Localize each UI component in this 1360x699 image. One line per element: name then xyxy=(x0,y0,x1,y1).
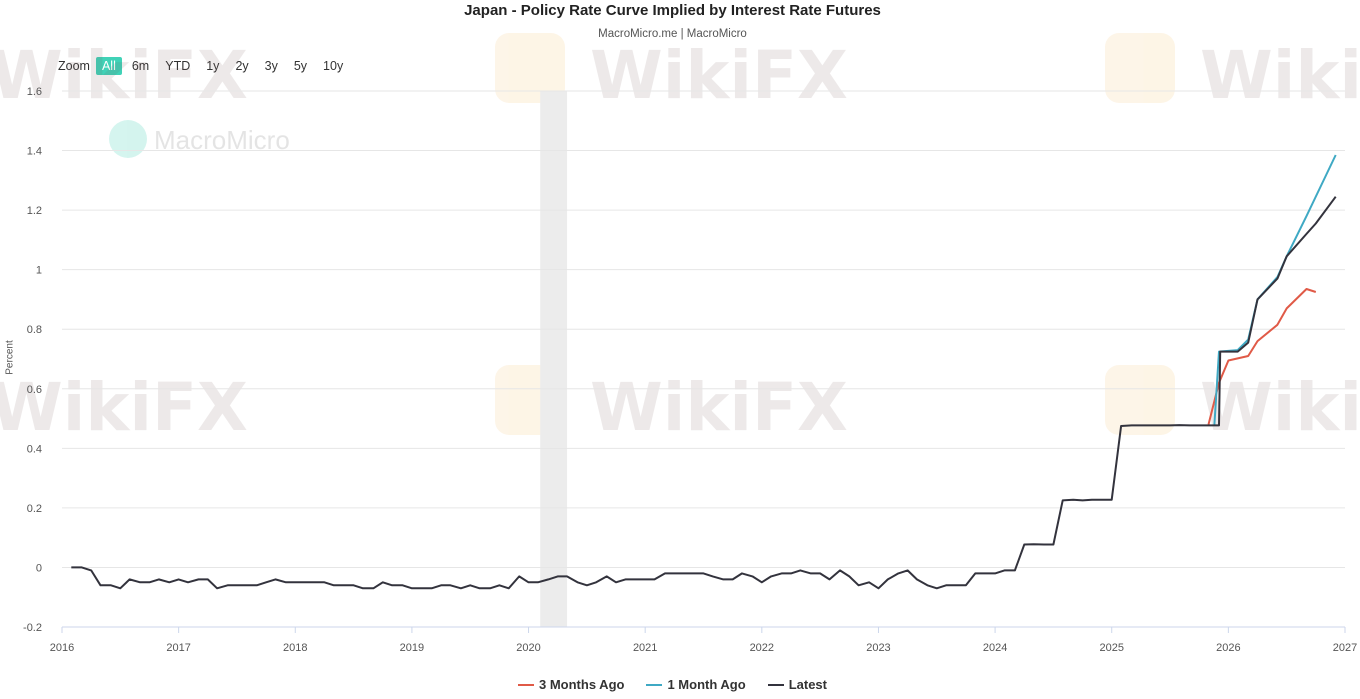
shaded-band-layer xyxy=(540,91,568,627)
y-tick-label: -0.2 xyxy=(23,622,42,634)
gridlines xyxy=(62,90,1345,628)
series-line-latest[interactable] xyxy=(71,196,1337,590)
x-tick-label: 2023 xyxy=(866,642,890,654)
legend-swatch-3-months-ago xyxy=(518,683,534,686)
x-tick-label: 2019 xyxy=(400,642,424,654)
x-tick-label: 2018 xyxy=(283,642,307,654)
legend: 3 Months Ago 1 Month Ago Latest xyxy=(0,677,1345,692)
x-tick-label: 2024 xyxy=(983,642,1007,654)
legend-item-3-months-ago[interactable]: 3 Months Ago xyxy=(518,677,624,692)
x-tick-label: 2025 xyxy=(1099,642,1123,654)
wikifx-watermark-text: WikiFX xyxy=(1200,369,1360,446)
legend-swatch-latest xyxy=(767,683,784,686)
wikifx-watermark-text: WikiFX xyxy=(590,369,848,446)
series-layer xyxy=(71,154,1337,590)
legend-swatch-1-month-ago xyxy=(646,683,663,686)
y-axis: 1.6 1.4 1.2 1 0.8 0.6 0.4 0.2 0 -0.2 xyxy=(23,86,42,634)
y-tick-label: 1.4 xyxy=(27,146,42,158)
zoom-1y-button[interactable]: 1y xyxy=(206,59,220,73)
watermark-layer: WikiFX WikiFX WikiFX WikiFX WikiFX WikiFX Macr… xyxy=(0,33,1360,446)
recession-band xyxy=(540,91,568,627)
x-tick-label: 2021 xyxy=(633,642,657,654)
zoom-3y-button[interactable]: 3y xyxy=(264,59,278,73)
legend-label-latest: Latest xyxy=(788,677,827,692)
wikifx-logo-icon xyxy=(495,33,565,103)
y-tick-label: 1 xyxy=(36,265,42,277)
y-tick-label: 0.6 xyxy=(27,384,42,396)
x-tick-label: 2027 xyxy=(1333,642,1357,654)
y-tick-label: 0 xyxy=(36,562,42,574)
zoom-label: Zoom xyxy=(58,59,90,73)
legend-item-latest[interactable]: Latest xyxy=(767,677,827,692)
legend-item-1-month-ago[interactable]: 1 Month Ago xyxy=(646,677,746,692)
wikifx-watermark: WikiFX xyxy=(0,37,248,114)
zoom-6m-button[interactable]: 6m xyxy=(131,59,150,73)
y-tick-label: 0.8 xyxy=(27,324,42,336)
x-tick-label: 2016 xyxy=(50,642,74,654)
x-tick-label: 2022 xyxy=(750,642,774,654)
x-tick-label: 2017 xyxy=(166,642,190,654)
wikifx-watermark: WikiFX xyxy=(0,369,248,446)
macromicro-watermark-text: MacroMicro xyxy=(154,125,290,155)
y-tick-label: 0.4 xyxy=(27,443,42,455)
wikifx-watermark-text: WikiFX xyxy=(0,37,248,114)
legend-label-3-months-ago: 3 Months Ago xyxy=(539,677,625,692)
zoom-ytd-button[interactable]: YTD xyxy=(165,59,191,73)
wikifx-watermark-text: WikiFX xyxy=(1200,37,1360,114)
wikifx-watermark: WikiFX xyxy=(1105,365,1360,446)
zoom-5y-button[interactable]: 5y xyxy=(293,59,308,73)
wikifx-logo-icon xyxy=(1105,33,1175,103)
wikifx-watermark: WikiFX xyxy=(1105,33,1360,114)
wikifx-logo-icon xyxy=(1105,365,1175,435)
wikifx-watermark-text: WikiFX xyxy=(0,369,248,446)
y-tick-label: 1.6 xyxy=(27,86,42,98)
macromicro-watermark: MacroMicro xyxy=(109,120,290,158)
chart-title: Japan - Policy Rate Curve Implied by Int… xyxy=(464,2,881,19)
x-axis: 2016 2017 2018 2019 2020 2021 2022 2023 2024 2025… xyxy=(50,626,1357,654)
macromicro-logo-icon xyxy=(109,120,147,158)
chart-subtitle: MacroMicro.me | MacroMicro xyxy=(598,28,747,40)
zoom-10y-button[interactable]: 10y xyxy=(323,59,344,73)
y-tick-label: 0.2 xyxy=(27,503,42,515)
y-tick-label: 1.2 xyxy=(27,205,42,217)
wikifx-watermark: WikiFX xyxy=(495,33,848,114)
zoom-control: Zoom All 6m YTD 1y 2y 3y 5y 10y xyxy=(58,57,353,75)
zoom-2y-button[interactable]: 2y xyxy=(235,59,249,73)
x-tick-label: 2020 xyxy=(516,642,540,654)
wikifx-watermark-text: WikiFX xyxy=(590,37,848,114)
legend-label-1-month-ago: 1 Month Ago xyxy=(667,677,746,692)
series-line-3-months-ago[interactable] xyxy=(1207,288,1317,425)
zoom-all-button[interactable]: All xyxy=(95,57,122,75)
x-tick-label: 2026 xyxy=(1216,642,1240,654)
